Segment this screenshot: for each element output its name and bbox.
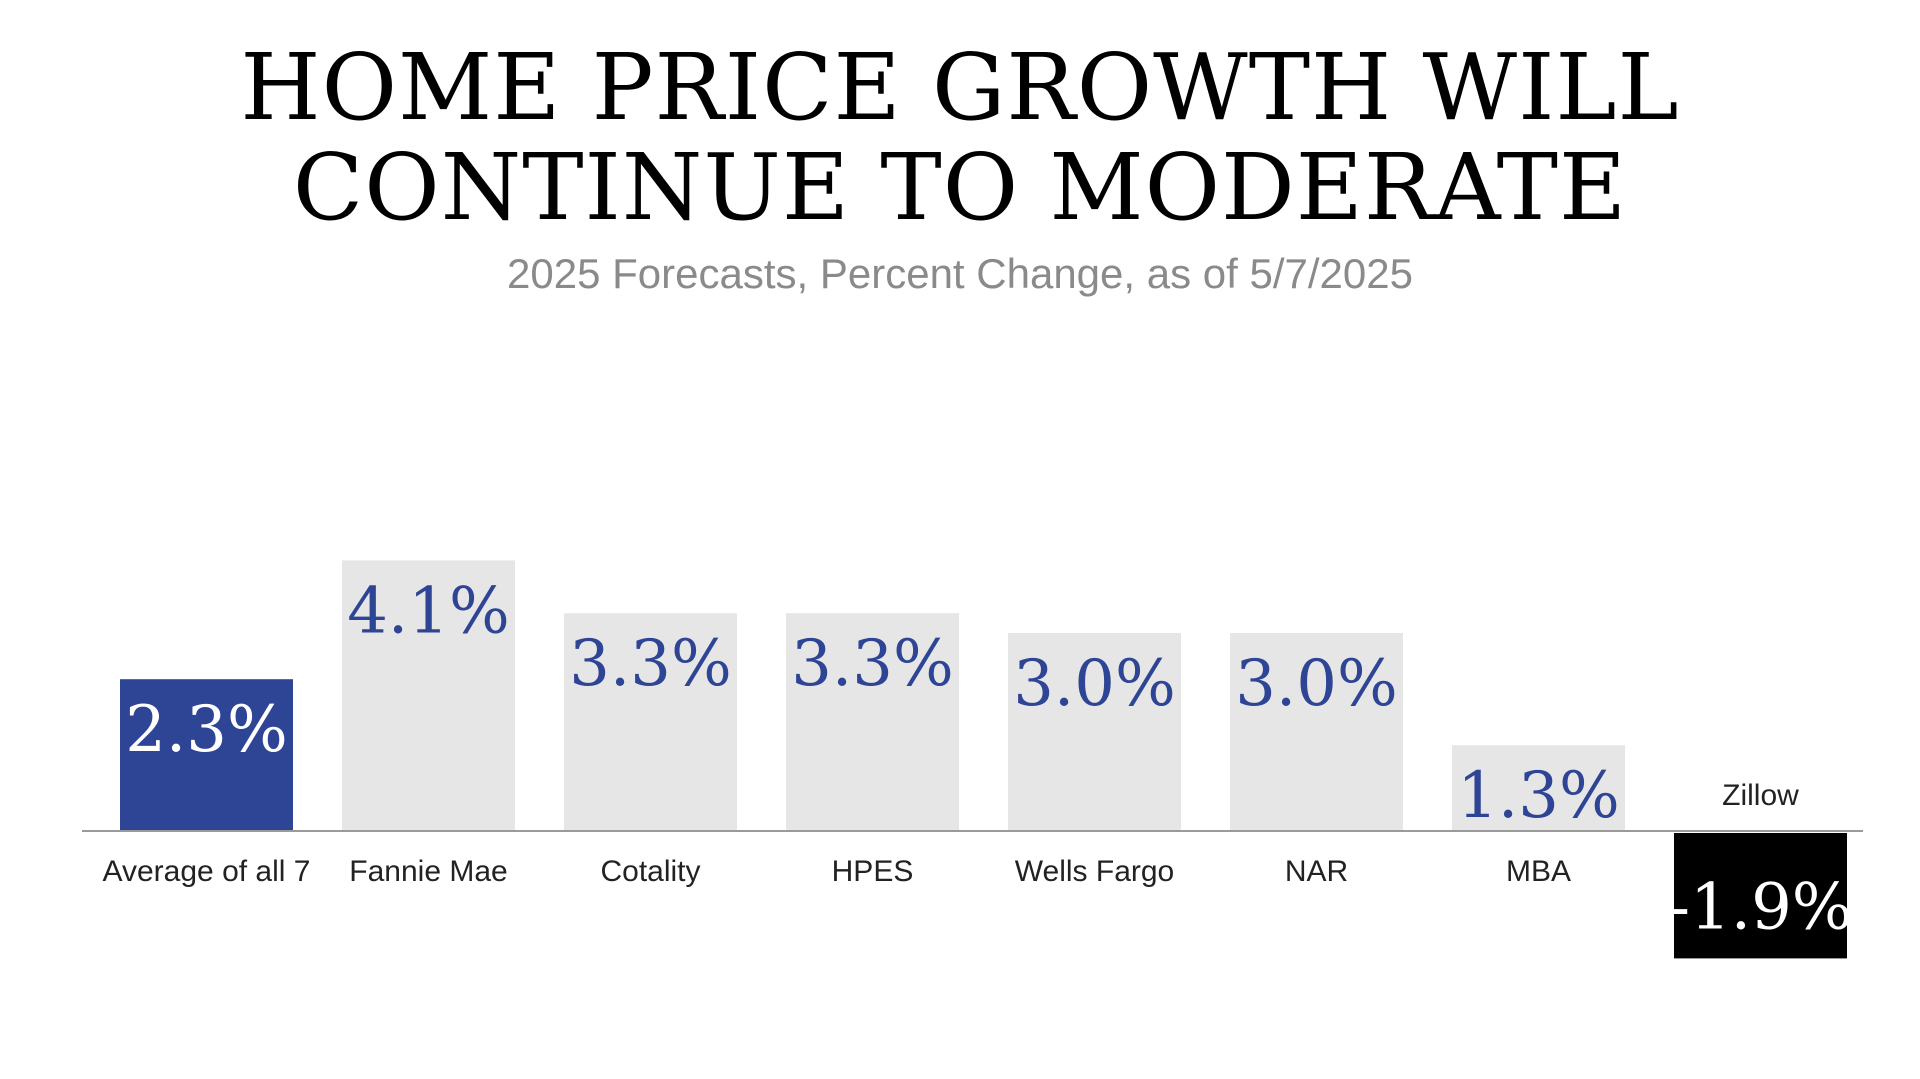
chart-title: HOME PRICE GROWTH WILL CONTINUE TO MODER… <box>0 38 1920 238</box>
category-label: Fannie Mae <box>349 855 507 888</box>
chart-subtitle: 2025 Forecasts, Percent Change, as of 5/… <box>507 250 1413 297</box>
category-label: HPES <box>832 855 914 888</box>
category-label: Average of all 7 <box>103 855 311 888</box>
chart-title-line-2: CONTINUE TO MODERATE <box>292 134 1628 241</box>
bar-cotality <box>564 613 737 831</box>
bar-hpes <box>786 613 959 831</box>
bar-mba <box>1452 745 1625 831</box>
data-label: -1.9% <box>1668 870 1852 944</box>
data-label: 2.3% <box>125 693 288 767</box>
data-label: 3.3% <box>569 627 732 701</box>
data-label: 3.3% <box>791 627 954 701</box>
category-label: Wells Fargo <box>1015 855 1175 888</box>
bar-fannie-mae <box>342 560 515 831</box>
data-label: 1.3% <box>1457 759 1620 833</box>
category-label: Zillow <box>1722 779 1799 812</box>
category-label: Cotality <box>600 855 700 888</box>
data-label: 3.0% <box>1235 647 1398 721</box>
category-label: NAR <box>1285 855 1348 888</box>
data-label: 4.1% <box>347 574 510 648</box>
bar-wells-fargo <box>1008 633 1181 831</box>
data-label: 3.0% <box>1013 647 1176 721</box>
bar-zillow <box>1674 833 1847 959</box>
bar-average-of-all-7 <box>120 679 293 831</box>
chart-title-line-1: HOME PRICE GROWTH WILL <box>240 34 1680 141</box>
category-label: MBA <box>1506 855 1571 888</box>
bar-nar <box>1230 633 1403 831</box>
